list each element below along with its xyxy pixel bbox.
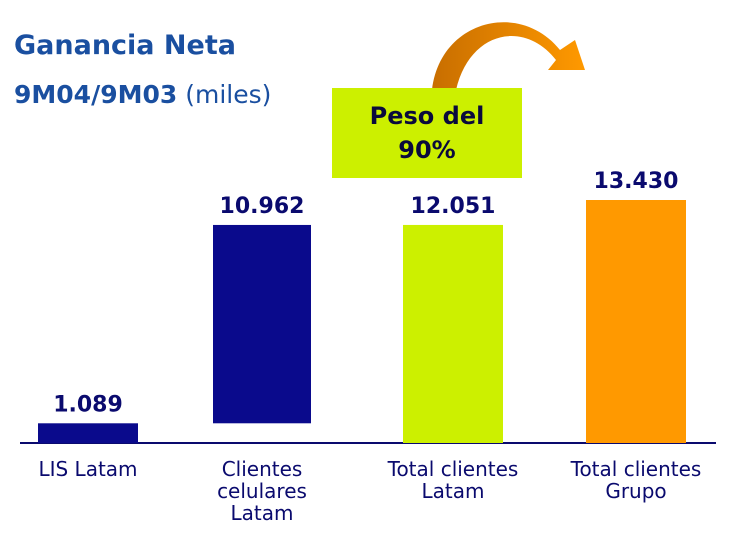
bar — [586, 200, 686, 443]
value-label: 10.962 — [220, 194, 305, 219]
value-label: 12.051 — [411, 194, 496, 219]
annotation: Peso del 90% — [332, 88, 522, 178]
value-label: 13.430 — [594, 169, 679, 194]
category-label: Total clientes Grupo — [570, 457, 702, 503]
bar — [38, 423, 138, 443]
value-label: 1.089 — [53, 392, 123, 417]
category-label: Total clientes Latam — [387, 457, 519, 503]
arrow — [432, 22, 585, 90]
unit-note: (miles) — [185, 80, 272, 109]
subtitle: 9M04/9M03 (miles) — [14, 80, 271, 109]
title: Ganancia Neta — [14, 30, 236, 61]
bar — [403, 224, 503, 443]
subtitle-main: 9M04/9M03 — [14, 80, 178, 109]
category-label: LIS Latam — [38, 457, 138, 481]
category-label: Clientes celulares Latam — [217, 457, 307, 525]
bar — [213, 224, 311, 424]
